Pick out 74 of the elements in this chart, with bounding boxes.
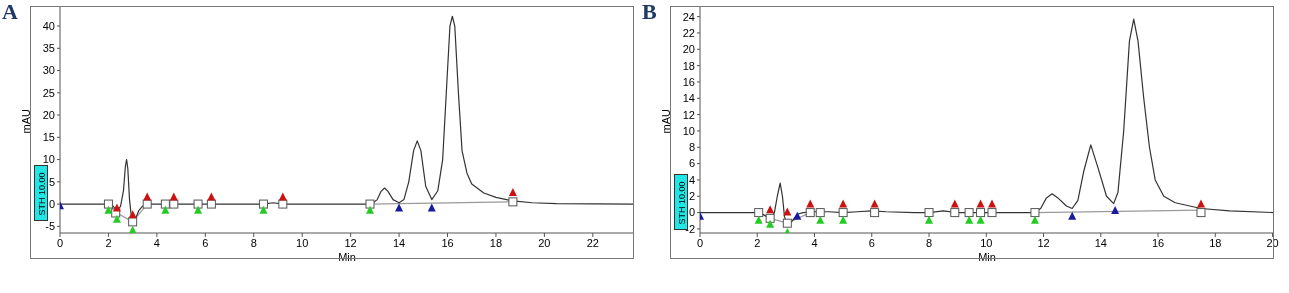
point: [508, 197, 518, 207]
point: [366, 205, 375, 214]
point: [103, 199, 113, 209]
y-tick-label: 30: [42, 64, 55, 77]
point: [258, 199, 268, 209]
chart-title: A: [2, 0, 18, 24]
point: [365, 199, 375, 209]
point: [160, 199, 170, 209]
x-tick-label: 16: [441, 236, 454, 249]
x-tick-label: 0: [56, 236, 64, 249]
point: [161, 205, 170, 214]
point: [112, 203, 121, 212]
x-tick-label: 2: [105, 236, 112, 249]
x-tick-label: 4: [153, 236, 160, 249]
point: [395, 203, 404, 212]
y-tick-label: 14: [682, 92, 695, 105]
point: [278, 199, 288, 209]
x-tick-label: 12: [1037, 236, 1050, 249]
x-tick-label: 6: [868, 236, 875, 249]
x-tick-label: 14: [392, 236, 406, 249]
y-tick-label: 4: [688, 173, 695, 186]
y-tick-label: 22: [682, 26, 695, 39]
x-tick-label: 8: [250, 236, 257, 249]
y-tick-label: 8: [688, 141, 695, 154]
point: [427, 203, 436, 212]
point: [193, 199, 203, 209]
x-tick-label: 12: [344, 236, 357, 249]
y-tick-label: 24: [682, 10, 695, 23]
x-tick-label: 10: [980, 236, 993, 249]
y-tick-label: 15: [42, 131, 55, 144]
point: [194, 205, 203, 214]
point: [508, 187, 517, 196]
y-tick-label: 18: [682, 59, 695, 72]
x-tick-label: 18: [489, 236, 503, 249]
text: STH 10.00: [37, 172, 47, 216]
point: [206, 199, 216, 209]
point: [169, 199, 179, 209]
x-tick-label: 18: [1209, 236, 1222, 249]
y-tick-label: 2: [688, 190, 695, 203]
y-axis-title: mAU: [19, 109, 32, 134]
x-tick-label: 16: [1151, 236, 1165, 249]
x-tick-label: 0: [696, 236, 704, 249]
x-tick-label: 8: [925, 236, 933, 249]
point: [128, 217, 138, 227]
point: [142, 199, 152, 209]
y-tick-label: 25: [42, 86, 55, 99]
text: STH 10.00: [677, 181, 687, 225]
x-tick-label: 20: [538, 236, 551, 249]
y-tick-label: 35: [42, 42, 55, 55]
point: [259, 205, 268, 214]
y-tick-label: 20: [42, 108, 55, 121]
x-tick-label: 22: [586, 236, 599, 249]
y-tick-label: 12: [682, 108, 695, 121]
y-tick-label: 10: [682, 124, 695, 137]
y-tick-label: 0: [688, 206, 695, 219]
x-tick-label: 14: [1094, 236, 1107, 249]
y-tick-label: 16: [682, 75, 695, 88]
y-tick-label: 5: [48, 175, 55, 188]
y-tick-label: -2: [685, 222, 695, 235]
x-tick-label: 6: [202, 236, 209, 249]
y-axis-title: mAU: [659, 109, 672, 134]
y-tick-label: 20: [682, 43, 695, 56]
point: [112, 214, 121, 223]
point: [104, 205, 113, 214]
y-tick-label: 10: [42, 153, 55, 166]
x-tick-label: 10: [296, 236, 309, 249]
x-tick-label: 4: [811, 236, 818, 249]
x-tick-label: 2: [754, 236, 761, 249]
y-tick-label: -5: [45, 220, 55, 233]
y-tick-label: 40: [42, 19, 55, 32]
point: [128, 225, 137, 233]
chart-title: B: [642, 0, 657, 24]
y-tick-label: 6: [688, 157, 695, 170]
y-tick-label: 0: [48, 197, 55, 210]
